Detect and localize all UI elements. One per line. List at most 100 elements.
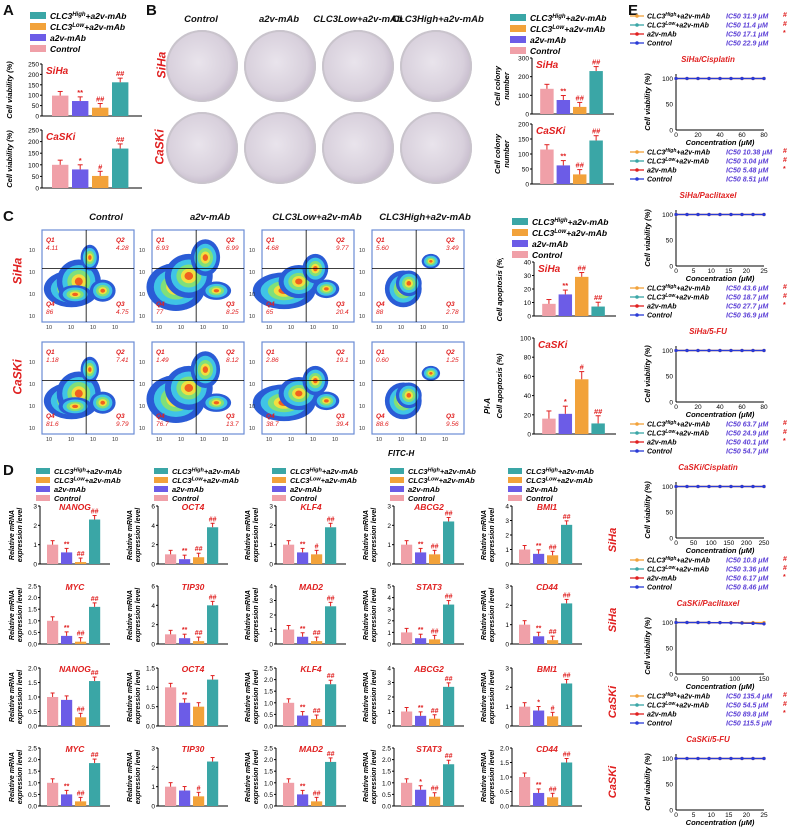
flow-quadrant-value: 2.86 (265, 357, 279, 364)
e-ic50-high: IC50 10.8 μM (726, 558, 769, 565)
e-xtick-label: 100 (706, 540, 717, 547)
flow-y-tick: 10 (249, 270, 255, 276)
d-ylabel-1: Relative mRNA (363, 752, 370, 802)
d-ylabel-1: Relative mRNA (9, 510, 16, 560)
d-bar-2 (311, 719, 323, 726)
e-xtick-label: 80 (760, 132, 768, 139)
e-point-control (740, 756, 744, 761)
flow-quadrant-name: Q3 (226, 301, 235, 308)
flow-quadrant-name: Q4 (266, 301, 275, 308)
flow-quadrant-value: 2.78 (445, 309, 459, 316)
d-bar-1 (415, 638, 427, 644)
d-tick-label: 1.0 (382, 780, 391, 787)
e-ic50-a2v: IC50 40.1 μM (726, 440, 769, 447)
flow-y-tick: 10 (359, 382, 365, 388)
flow-density-contour (406, 281, 412, 286)
d-tick-label: 2 (387, 523, 391, 530)
legend-label-high: CLC3High+a2v-mAb (532, 217, 608, 227)
e-legend-marker-control (635, 177, 639, 181)
d-bar-2 (193, 557, 205, 564)
d-tick-label: 1 (387, 709, 391, 716)
e-point-control (685, 756, 689, 761)
flow-density-contour (88, 255, 92, 260)
d-tick-label: 2 (387, 695, 391, 702)
e-legend-label-a2v: a2v-mAb (647, 576, 677, 583)
b-caski-tick-label: 100 (518, 152, 529, 159)
legend-swatch-high (512, 218, 528, 225)
e-point-control (751, 756, 755, 761)
d-legend-swatch-a2v (390, 486, 404, 492)
d-ylabel-1: Relative mRNA (363, 510, 370, 560)
a-caski-ylabel: Cell viability (%) (5, 130, 14, 188)
e-xtick-label: 0 (674, 132, 678, 139)
e-ytick-label: 0 (669, 264, 673, 271)
flow-quadrant-value: 1.49 (156, 357, 169, 364)
d-bar-3 (443, 604, 455, 644)
flow-quadrant-name: Q3 (446, 413, 455, 420)
panel-b-legend: CLC3High+a2v-mAbCLC3Low+a2v-mAba2v-mAbCo… (510, 13, 606, 56)
d-sig: ** (64, 783, 70, 790)
flow-x-tick: 10 (310, 437, 316, 443)
d-tick-label: 3 (387, 607, 391, 614)
d-ylabel-1: Relative mRNA (481, 672, 488, 722)
e-point-control (696, 484, 700, 489)
d-bar-0 (283, 702, 295, 726)
d-bar-2 (429, 639, 441, 644)
d-ylabel-2: expression level (135, 507, 142, 563)
flow-x-tick: 10 (156, 325, 162, 331)
d-legend-label-low: CLC3Low+a2v-mAb (408, 476, 475, 485)
d-legend-label-a2v: a2v-mAb (408, 485, 440, 494)
e-legend-marker-high (635, 14, 639, 18)
d-tick-label: 0 (269, 642, 273, 649)
d-ylabel-1: Relative mRNA (9, 752, 16, 802)
e-point-control (762, 756, 766, 761)
d-ylabel-2: expression level (17, 507, 24, 563)
colony-dish-siha-a2v (244, 30, 316, 102)
d-tick-label: 1 (505, 704, 509, 711)
e-point-control (729, 484, 733, 489)
flow-quadrant-name: Q1 (376, 349, 385, 356)
d-tick-label: 2.5 (28, 746, 37, 753)
flow-quadrant-value: 6.99 (226, 245, 239, 252)
d-ylabel-2: expression level (17, 749, 24, 805)
e-ic50-low: IC50 18.7 μM (726, 295, 769, 302)
b-caski-tick-label: 50 (522, 167, 530, 174)
e-point-control (751, 76, 755, 81)
a-siha-tick-label: 50 (32, 103, 40, 110)
d-bar-2 (311, 801, 323, 806)
e-legend-marker-high (635, 558, 639, 562)
e-ic50-high: IC50 31.9 μM (726, 14, 769, 21)
flow-quadrant-name: Q2 (336, 349, 345, 356)
panel-a-letter: A (3, 2, 14, 19)
flow-y-tick: 10 (249, 404, 255, 410)
a-caski-sig-1: * (79, 156, 82, 165)
flow-x-tick: 10 (222, 437, 228, 443)
d-bar-0 (47, 544, 59, 564)
c-siha-sig-2: ## (578, 264, 587, 273)
e-legend-label-high: CLC3High+a2v-mAb (647, 12, 711, 21)
d-tick-label: 4 (151, 603, 155, 610)
flow-quadrant-value: 76.7 (156, 421, 169, 428)
flow-quadrant-value: 6.93 (156, 245, 169, 252)
e-legend-label-control: Control (647, 313, 673, 320)
d-row-label: CaSKi (607, 765, 619, 798)
d-bar-0 (283, 782, 295, 806)
d-legend-swatch-low (36, 477, 50, 483)
e-legend-marker-high (635, 150, 639, 154)
d-tick-label: 0.5 (500, 789, 509, 796)
d-ylabel-1: Relative mRNA (127, 510, 134, 560)
d-sig: ** (300, 705, 306, 712)
flow-quadrant-value: 4.68 (266, 245, 279, 252)
e-plot-title: SiHa/Paclitaxel (680, 191, 738, 200)
a-siha-bar-3 (112, 82, 129, 116)
e-legend-label-high: CLC3High+a2v-mAb (647, 420, 711, 429)
panel-c-letter: C (3, 208, 14, 225)
flow-x-axis-label: FITC-H (388, 449, 414, 458)
d-bar-3 (207, 679, 219, 726)
flow-y-tick: 10 (359, 314, 365, 320)
